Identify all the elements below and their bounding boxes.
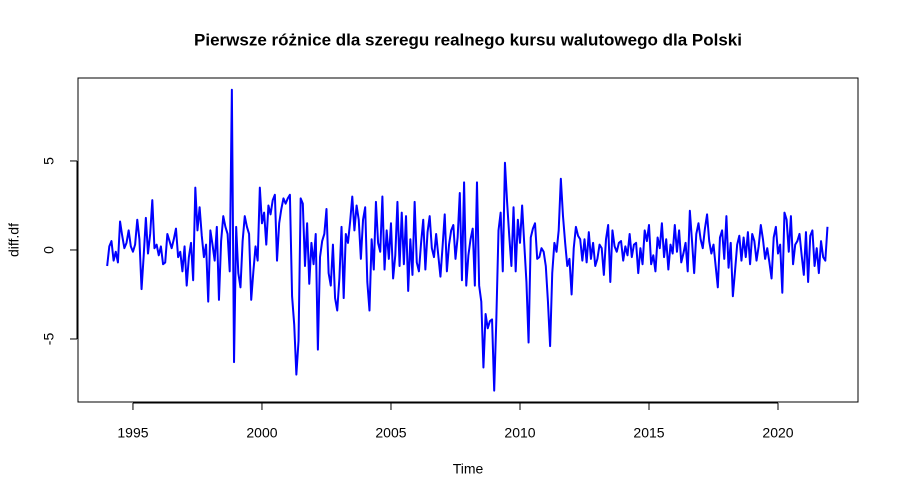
x-tick-label: 2015 xyxy=(633,425,664,441)
data-line xyxy=(106,88,829,392)
plot-box xyxy=(77,77,859,403)
x-tick-label: 2005 xyxy=(375,425,406,441)
y-tick-label: 5 xyxy=(41,157,57,165)
x-tick-label: 2000 xyxy=(246,425,277,441)
x-axis-label: Time xyxy=(453,461,484,477)
x-tick-label: 2010 xyxy=(504,425,535,441)
y-tick-label: 0 xyxy=(41,246,57,254)
x-tick-label: 1995 xyxy=(117,425,148,441)
y-axis-label: diff.df xyxy=(6,223,22,257)
x-tick-label: 2020 xyxy=(762,425,793,441)
chart-title: Pierwsze różnice dla szeregu realnego ku… xyxy=(194,30,742,49)
y-tick-label: -5 xyxy=(41,333,57,346)
